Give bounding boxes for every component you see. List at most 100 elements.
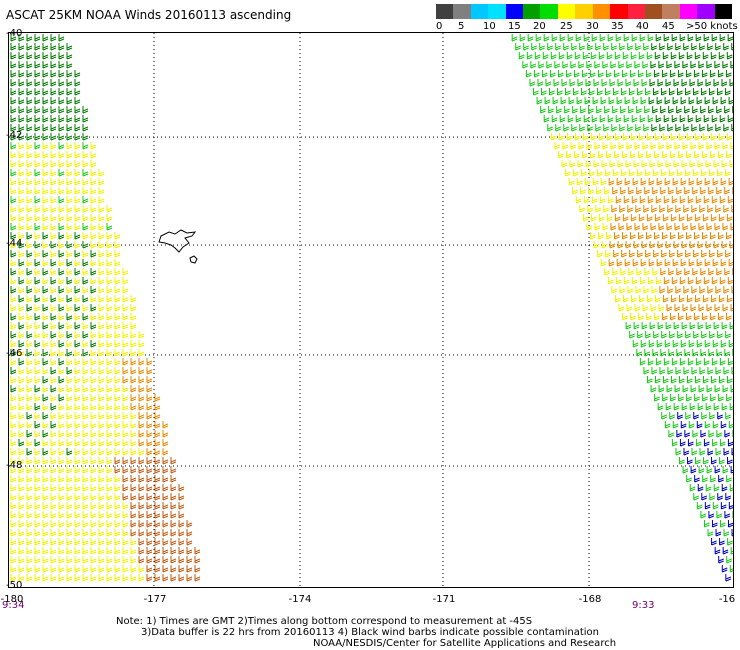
wind-barb <box>661 151 668 159</box>
wind-barb <box>34 169 41 177</box>
wind-barb <box>58 565 65 573</box>
wind-barb <box>650 142 657 150</box>
wind-barb <box>591 115 598 123</box>
wind-barb <box>603 124 609 132</box>
wind-barb <box>98 340 105 348</box>
wind-barb <box>10 286 17 294</box>
wind-barb <box>599 34 606 42</box>
wind-barb <box>10 43 17 51</box>
wind-barb <box>625 322 632 330</box>
wind-barb <box>66 421 73 429</box>
wind-barb <box>642 304 649 312</box>
wind-barb <box>82 493 89 501</box>
wind-barb <box>122 484 129 492</box>
wind-barb <box>106 403 113 411</box>
wind-barb <box>577 79 584 87</box>
wind-barb <box>719 457 725 465</box>
wind-barb <box>114 331 121 339</box>
wind-barb <box>170 511 177 519</box>
wind-barb <box>34 556 41 564</box>
wind-barb <box>728 97 733 105</box>
wind-barb <box>705 403 712 411</box>
wind-barb <box>106 493 113 501</box>
wind-barb <box>732 511 733 519</box>
wind-barb <box>98 457 105 465</box>
wind-barb <box>18 142 25 150</box>
wind-barb <box>74 511 81 519</box>
wind-barb <box>669 250 675 258</box>
wind-barb <box>82 178 89 186</box>
wind-barb <box>34 565 41 573</box>
wind-barb <box>726 214 733 222</box>
wind-barb <box>697 484 704 492</box>
wind-barb <box>726 394 732 402</box>
wind-barb <box>645 250 651 258</box>
wind-barb <box>10 493 17 501</box>
wind-barb <box>607 277 614 285</box>
wind-barb <box>98 493 105 501</box>
wind-barb <box>629 151 636 159</box>
lat-label: -42 <box>6 130 23 141</box>
wind-barb <box>82 475 89 483</box>
wind-barb <box>563 43 569 51</box>
wind-barb <box>672 178 679 186</box>
wind-barb <box>82 160 89 168</box>
wind-barb <box>178 574 185 582</box>
wind-barb <box>130 475 137 483</box>
wind-barb <box>585 160 592 168</box>
wind-barb <box>723 124 729 132</box>
wind-barb <box>657 403 664 411</box>
wind-barb <box>130 376 137 384</box>
wind-barb <box>699 43 705 51</box>
wind-barb <box>530 61 537 69</box>
wind-barb <box>526 52 533 60</box>
wind-barb <box>66 178 73 186</box>
wind-barb <box>170 502 177 510</box>
wind-barb <box>666 142 673 150</box>
wind-barb <box>650 61 657 69</box>
wind-barb <box>677 250 683 258</box>
wind-barb <box>34 142 41 150</box>
wind-barb <box>66 376 73 384</box>
wind-barb <box>724 511 731 519</box>
wind-barb <box>154 502 161 510</box>
wind-barb <box>608 178 615 186</box>
wind-barb <box>74 475 81 483</box>
wind-barb <box>10 214 17 222</box>
wind-barb <box>18 448 25 456</box>
wind-barb <box>26 331 33 339</box>
wind-barb <box>90 322 97 330</box>
wind-barb <box>50 43 57 51</box>
wind-barb <box>114 250 121 258</box>
wind-barb <box>588 106 594 114</box>
wind-barb <box>596 106 602 114</box>
wind-barb <box>90 151 97 159</box>
wind-barb <box>704 97 711 105</box>
wind-barb <box>616 97 623 105</box>
wind-barb <box>58 286 65 294</box>
wind-barb <box>66 88 73 96</box>
wind-barb <box>74 556 81 564</box>
wind-barb <box>34 133 41 141</box>
wind-barb <box>82 277 89 285</box>
wind-barb <box>624 178 631 186</box>
wind-barb <box>10 475 17 483</box>
wind-barb <box>597 250 603 258</box>
wind-barb <box>106 259 113 267</box>
wind-barb <box>146 448 153 456</box>
wind-barb <box>74 466 81 474</box>
wind-barb <box>66 259 73 267</box>
wind-barb <box>114 520 121 528</box>
wind-barb <box>50 412 57 420</box>
wind-barb <box>10 178 17 186</box>
wind-barb <box>98 520 105 528</box>
wind-barb <box>106 520 113 528</box>
wind-barb <box>130 421 137 429</box>
wind-barb <box>10 466 17 474</box>
wind-barb <box>700 430 707 438</box>
wind-barb <box>66 556 73 564</box>
wind-map[interactable] <box>8 32 734 588</box>
wind-barb <box>186 520 193 528</box>
wind-barb <box>550 52 557 60</box>
wind-barb <box>178 565 185 573</box>
